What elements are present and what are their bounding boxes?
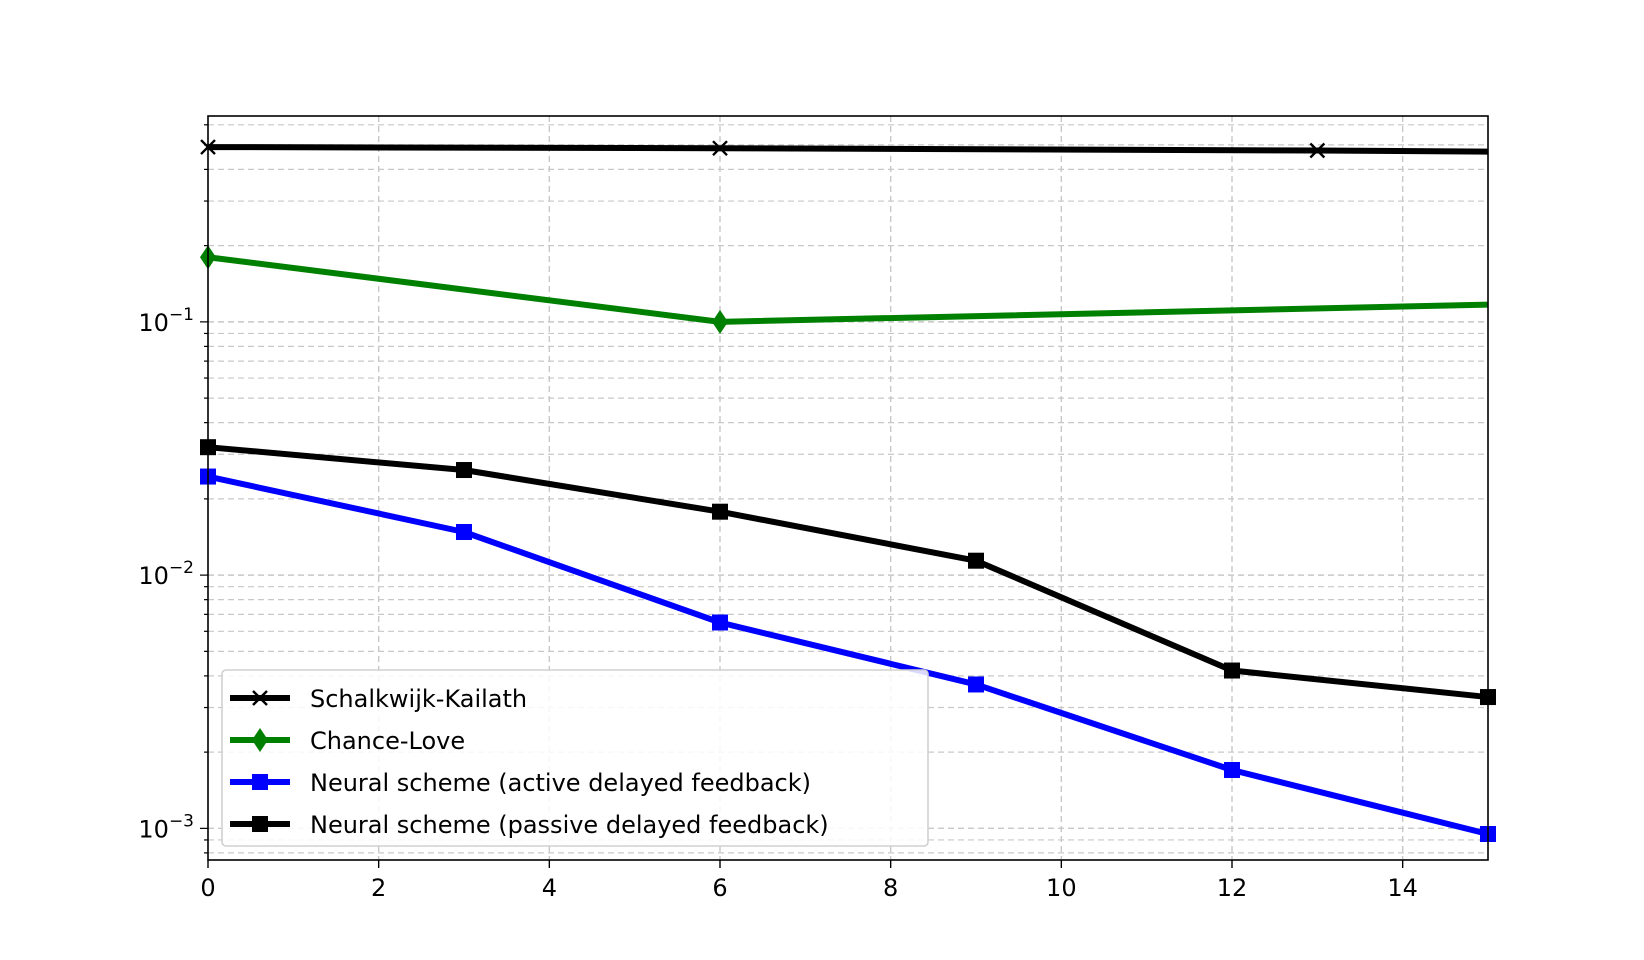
axes: 0 2 4 6 8 10 12 14 10−3 10−2 10−1 <box>138 124 1418 902</box>
x-tick-label: 12 <box>1217 874 1248 902</box>
series-line <box>207 144 1489 155</box>
series-line <box>207 473 1489 837</box>
x-marker-stroke <box>1309 142 1326 159</box>
data-point <box>968 676 984 693</box>
data-point <box>1309 142 1326 159</box>
legend-item: Neural scheme (active delayed feedback) <box>230 769 811 797</box>
y-tick-label: 10−1 <box>138 305 194 337</box>
legend-label: Neural scheme (active delayed feedback) <box>310 769 811 797</box>
y-tick-label: 10−3 <box>138 811 194 843</box>
x-tick-label: 2 <box>371 874 386 902</box>
x-marker-stroke <box>712 140 728 157</box>
x-marker-stroke <box>252 690 268 706</box>
legend-item: Schalkwijk-Kailath <box>230 685 527 713</box>
legend: Schalkwijk-Kailath Chance-Love Neural sche… <box>221 669 929 847</box>
series-line <box>207 444 1489 701</box>
data-point <box>712 614 728 631</box>
legend-box <box>221 669 929 847</box>
legend-item: Chance-Love <box>230 727 465 755</box>
legend-label: Schalkwijk-Kailath <box>310 685 527 713</box>
data-point <box>712 140 728 157</box>
legend-swatch-marker <box>252 816 268 832</box>
data-point <box>712 503 728 520</box>
legend-item: Neural scheme (passive delayed feedback) <box>230 811 829 839</box>
series-4 <box>200 439 1496 706</box>
legend-label: Chance-Love <box>310 727 465 755</box>
y-tick-label: 10−2 <box>138 558 194 590</box>
data-point <box>456 462 472 479</box>
data-point <box>968 552 984 569</box>
legend-swatch-marker <box>252 774 268 790</box>
x-tick-label: 14 <box>1387 874 1418 902</box>
data-point <box>456 523 472 540</box>
x-tick-label: 10 <box>1046 874 1077 902</box>
legend-swatch-marker <box>252 728 268 752</box>
series-layer <box>200 139 1496 843</box>
x-tick-label: 0 <box>200 874 215 902</box>
plot-frame <box>207 115 1489 861</box>
data-point <box>1224 662 1240 679</box>
x-tick-label: 4 <box>542 874 557 902</box>
legend-label: Neural scheme (passive delayed feedback) <box>310 811 829 839</box>
x-tick-label: 6 <box>712 874 727 902</box>
legend-swatch-marker <box>252 690 268 706</box>
data-point <box>712 309 728 334</box>
data-point <box>1224 761 1240 778</box>
x-tick-label: 8 <box>883 874 898 902</box>
